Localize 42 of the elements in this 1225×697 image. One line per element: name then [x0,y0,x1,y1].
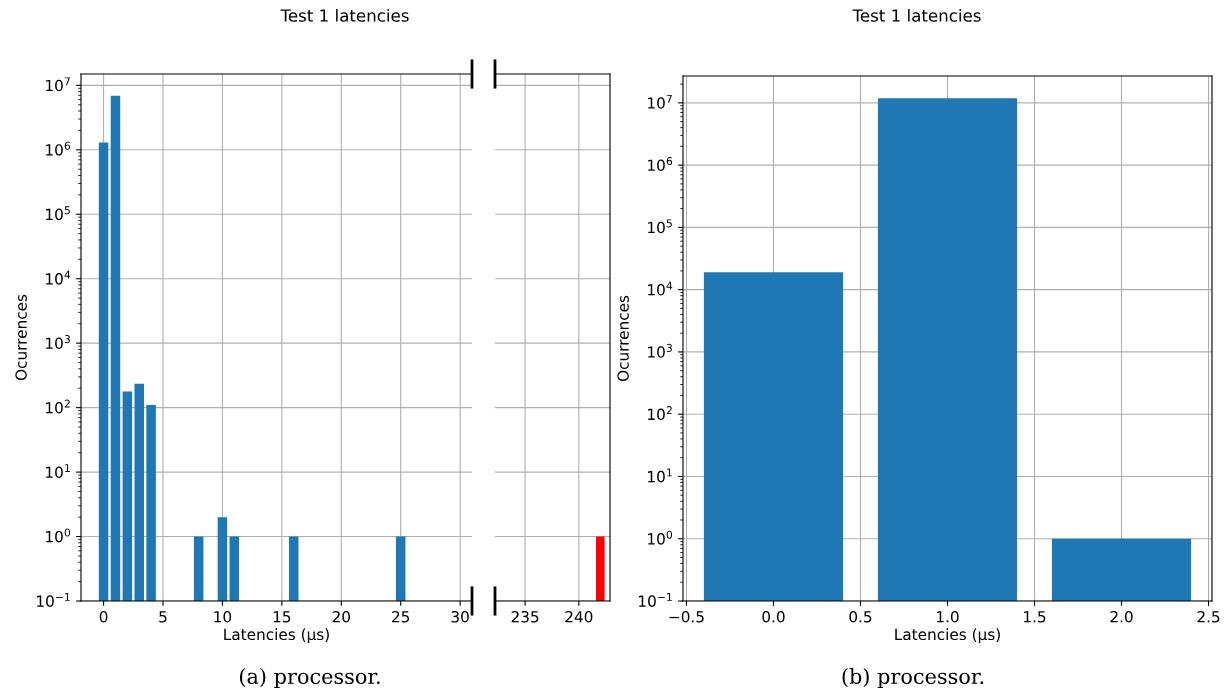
y-tick-label: 10$^{5}$ [648,219,672,234]
x-tick-label: 20 [332,610,350,623]
y-tick-label: 10$^{2}$ [46,399,70,414]
y-tick-label: 10$^{3}$ [46,335,70,350]
y-tick-label: 10$^{6}$ [648,157,673,172]
x-axis-title: Latencies (µs) [895,628,1000,644]
y-tick-label: 10$^{−1}$ [37,593,70,607]
y-tick-label: 10$^{2}$ [648,406,672,421]
y-tick-label: 10$^{1}$ [648,468,672,483]
x-tick-label: 2.5 [1197,610,1220,623]
x-tick-label: 0 [99,610,108,623]
y-tick-label: 10$^{5}$ [46,206,70,221]
x-tick-label: 0.5 [849,610,872,623]
chart-title: Test 1 latencies [852,8,981,22]
y-tick-label: 10$^{3}$ [648,343,672,358]
y-tick-label: 10$^{1}$ [46,464,70,478]
y-tick-label: 10$^{7}$ [648,94,672,109]
x-tick-label: 5 [159,611,167,623]
y-tick-label: 10$^{7}$ [46,77,70,92]
y-tick-label: 10$^{0}$ [648,530,673,545]
text: (b) processor. [842,667,984,689]
text: (a) processor. [239,667,380,689]
chart-title: Test 1 latencies [280,8,409,22]
x-tick-label: −0.5 [669,610,704,623]
x-tick-label: 15 [273,611,291,623]
y-tick-label: 10$^{4}$ [46,270,71,285]
x-axis-title: Latencies (µs) [224,628,329,644]
x-tick-label: 2.0 [1110,610,1133,623]
y-tick-label: 10$^{0}$ [46,528,71,543]
x-tick-label: 240 [565,610,593,623]
x-tick-label: 25 [392,610,410,623]
x-tick-label: 1.5 [1024,611,1046,623]
x-tick-label: 235 [511,610,539,623]
x-tick-label: 0.0 [762,610,785,623]
y-axis-title: Ocurrences [15,294,27,381]
x-tick-label: 1.0 [937,610,959,623]
y-tick-label: 10$^{4}$ [648,281,673,296]
x-tick-label: 10 [214,610,232,623]
y-tick-label: 10$^{6}$ [46,141,71,156]
y-axis-title: Ocurrences [617,295,629,382]
x-tick-label: 30 [451,610,469,623]
y-tick-label: 10$^{−1}$ [639,593,672,607]
